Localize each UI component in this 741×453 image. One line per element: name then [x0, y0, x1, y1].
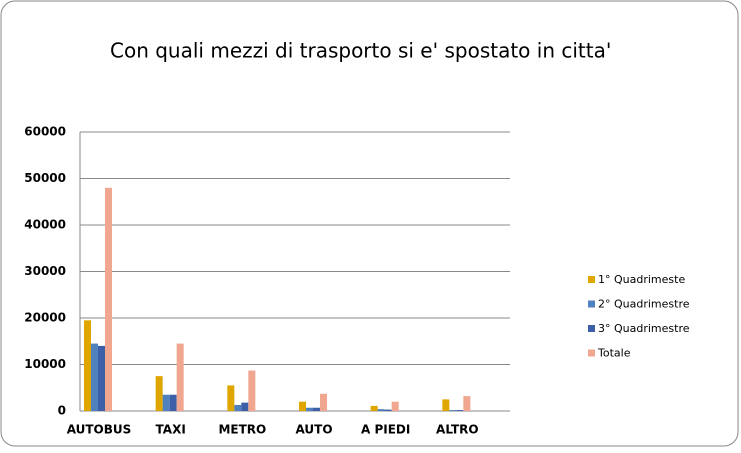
- bar: [391, 401, 399, 411]
- y-tick-label: 60000: [24, 125, 66, 139]
- bar: [84, 320, 91, 411]
- bar: [320, 393, 327, 411]
- legend-label: 2° Quadrimestre: [598, 298, 690, 311]
- bar: [456, 410, 464, 411]
- legend-swatch: [588, 349, 595, 357]
- bar: [384, 409, 392, 411]
- bar: [463, 396, 471, 411]
- bar: [105, 187, 112, 411]
- x-tick-label: ALTRO: [436, 423, 479, 437]
- bar: [169, 394, 177, 411]
- y-tick-label: 10000: [24, 357, 66, 371]
- x-tick-label: AUTO: [295, 423, 332, 437]
- bar: [155, 376, 163, 411]
- bar: [377, 409, 385, 411]
- legend-label: 1° Quadrimeste: [598, 273, 685, 286]
- x-tick-label: AUTOBUS: [67, 423, 132, 437]
- y-tick-label: 50000: [24, 171, 66, 185]
- y-tick-label: 20000: [24, 311, 66, 325]
- bar: [313, 407, 320, 411]
- bar: [370, 405, 378, 411]
- bar: [227, 385, 235, 411]
- bar: [248, 370, 256, 411]
- bar: [91, 343, 98, 411]
- chart-title: Con quali mezzi di trasporto si e' spost…: [110, 39, 611, 63]
- x-tick-label: A PIEDI: [361, 423, 410, 437]
- x-tick-label: METRO: [218, 423, 266, 437]
- y-tick-label: 30000: [24, 264, 66, 278]
- bar: [234, 404, 242, 411]
- bar: [98, 345, 105, 411]
- bar: [299, 401, 306, 411]
- y-tick-label: 40000: [24, 218, 66, 232]
- bar: [442, 399, 450, 411]
- legend-label: Totale: [597, 347, 631, 360]
- y-tick-label: 0: [58, 404, 66, 418]
- bar: [176, 343, 184, 411]
- legend-swatch: [588, 300, 595, 308]
- legend-swatch: [588, 325, 595, 332]
- bar: [449, 410, 457, 411]
- bar: [162, 394, 170, 411]
- bar: [306, 407, 313, 411]
- x-tick-label: TAXI: [156, 423, 186, 437]
- legend-label: 3° Quadrimestre: [598, 322, 690, 335]
- bar: [241, 402, 249, 411]
- legend-swatch: [588, 276, 595, 283]
